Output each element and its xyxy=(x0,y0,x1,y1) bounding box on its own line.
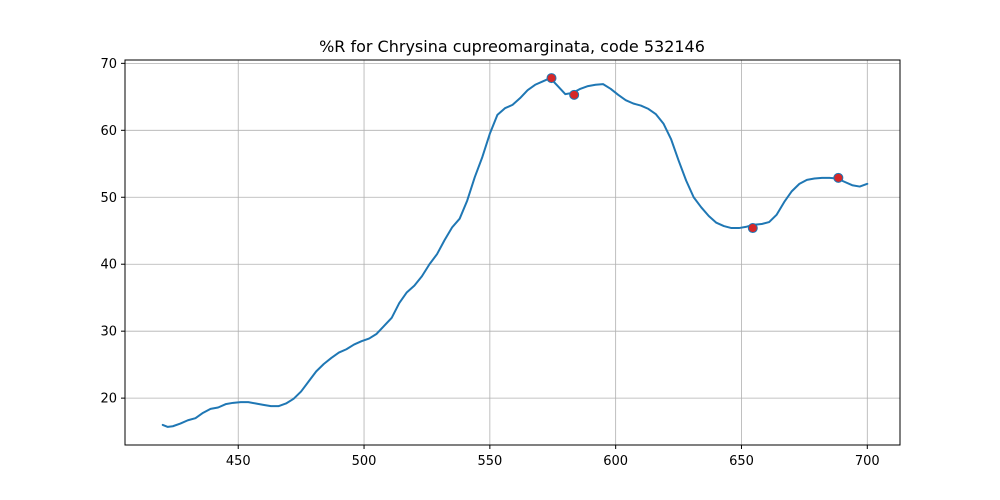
x-tick-label: 700 xyxy=(855,454,880,469)
chart-title: %R for Chrysina cupreomarginata, code 53… xyxy=(319,37,705,56)
y-axis-ticks: 20 30 40 50 60 70 xyxy=(100,57,125,407)
y-tick-label: 40 xyxy=(100,258,117,273)
y-tick-label: 70 xyxy=(100,57,117,72)
peak-marker xyxy=(569,89,580,100)
x-tick-label: 550 xyxy=(477,454,502,469)
x-tick-label: 450 xyxy=(226,454,251,469)
y-tick-label: 20 xyxy=(100,392,117,407)
x-tick-label: 600 xyxy=(603,454,628,469)
y-tick-label: 30 xyxy=(100,325,117,340)
peak-marker xyxy=(546,73,557,84)
y-tick-label: 60 xyxy=(100,124,117,139)
peak-marker xyxy=(833,172,844,183)
x-tick-label: 500 xyxy=(352,454,377,469)
y-tick-label: 50 xyxy=(100,191,117,206)
grid-lines xyxy=(125,60,900,445)
x-tick-label: 650 xyxy=(729,454,754,469)
peak-marker xyxy=(747,223,758,234)
peak-markers xyxy=(546,73,844,234)
plot-frame xyxy=(124,59,901,446)
x-axis-ticks: 450 500 550 600 650 700 xyxy=(226,445,880,469)
